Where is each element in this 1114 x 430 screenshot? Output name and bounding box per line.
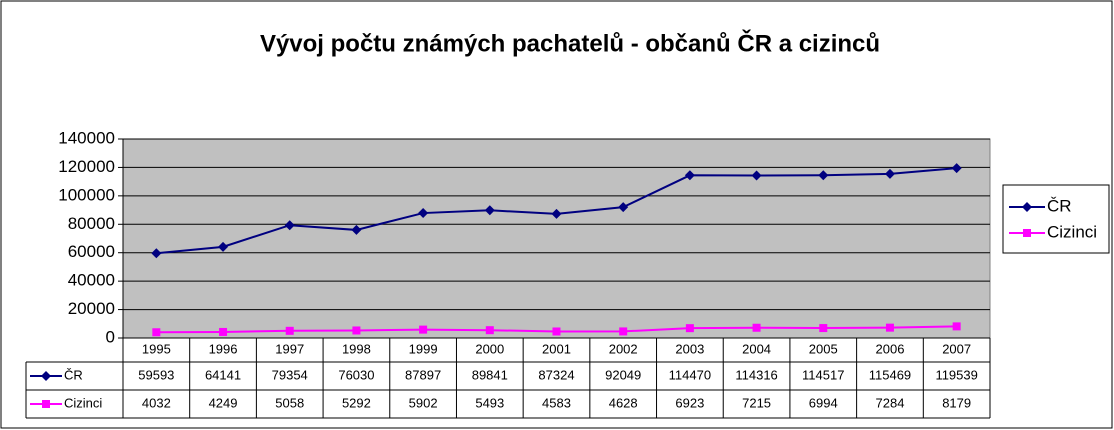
table-value: 8179 (942, 395, 971, 410)
table-value: 5058 (275, 395, 304, 410)
table-value: 79354 (272, 367, 308, 382)
data-point (285, 326, 294, 335)
x-tick-label: 2005 (809, 341, 838, 356)
table-value: 92049 (605, 367, 641, 382)
table-legend-marker (41, 371, 51, 381)
x-tick-label: 2006 (876, 341, 905, 356)
legend-marker (1023, 229, 1031, 237)
data-point (885, 323, 894, 332)
x-tick-label: 2000 (475, 341, 504, 356)
data-point (751, 170, 762, 181)
data-point (418, 208, 429, 219)
table-value: 87324 (538, 367, 574, 382)
x-tick-label: 1995 (142, 341, 171, 356)
table-value: 4628 (609, 395, 638, 410)
data-point (284, 220, 295, 231)
table-value: 6923 (675, 395, 704, 410)
legend-marker (1022, 202, 1032, 212)
x-tick-label: 1997 (275, 341, 304, 356)
data-point (818, 170, 829, 181)
data-point (551, 208, 562, 219)
data-point (952, 322, 961, 331)
data-point (685, 324, 694, 333)
data-point (352, 326, 361, 335)
data-point (752, 323, 761, 332)
table-value: 6994 (809, 395, 838, 410)
table-row-label: Cizinci (64, 395, 102, 410)
table-value: 87897 (405, 367, 441, 382)
legend-label: Cizinci (1047, 222, 1097, 241)
x-tick-label: 2002 (609, 341, 638, 356)
table-value: 4583 (542, 395, 571, 410)
data-point (151, 248, 162, 259)
table-value: 89841 (472, 367, 508, 382)
x-tick-label: 2003 (675, 341, 704, 356)
table-value: 114517 (802, 367, 844, 382)
data-point (419, 325, 428, 334)
data-point (351, 224, 362, 235)
x-tick-label: 1996 (209, 341, 238, 356)
data-point (618, 202, 629, 213)
table-value: 115469 (869, 367, 911, 382)
table-value: 7215 (742, 395, 771, 410)
x-tick-label: 1998 (342, 341, 371, 356)
table-value: 4032 (142, 395, 171, 410)
y-tick-label: 40000 (68, 271, 115, 290)
y-tick-label: 60000 (68, 242, 115, 261)
x-tick-label: 2004 (742, 341, 771, 356)
data-point (619, 327, 628, 336)
table-value: 114316 (735, 367, 777, 382)
y-tick-label: 0 (106, 327, 115, 346)
legend-label: ČR (1047, 196, 1072, 215)
legend (1002, 184, 1110, 254)
chart-title: Vývoj počtu známých pachatelů - občanů Č… (260, 29, 880, 57)
y-tick-label: 120000 (58, 157, 115, 176)
table-value: 76030 (338, 367, 374, 382)
x-tick-label: 1999 (409, 341, 438, 356)
table-value: 114470 (669, 367, 711, 382)
x-tick-label: 2001 (542, 341, 571, 356)
data-point (951, 163, 962, 174)
plot-area (122, 138, 991, 339)
y-tick-label: 140000 (58, 128, 115, 147)
y-tick-label: 80000 (68, 214, 115, 233)
table-legend-marker (42, 400, 50, 408)
x-tick-label: 2007 (942, 341, 971, 356)
y-tick-label: 20000 (68, 299, 115, 318)
data-point (218, 241, 229, 252)
table-value: 59593 (138, 367, 174, 382)
table-value: 64141 (205, 367, 241, 382)
table-value: 4249 (209, 395, 238, 410)
table-value: 119539 (935, 367, 977, 382)
table-row-label: ČR (64, 367, 83, 382)
data-point (152, 328, 161, 337)
data-point (684, 170, 695, 181)
data-point (884, 168, 895, 179)
data-point (219, 327, 228, 336)
table-value: 5292 (342, 395, 371, 410)
table-value: 5902 (409, 395, 438, 410)
data-point (485, 326, 494, 335)
data-point (484, 205, 495, 216)
y-tick-label: 100000 (58, 185, 115, 204)
table-value: 7284 (876, 395, 905, 410)
data-point (552, 327, 561, 336)
data-point (819, 324, 828, 333)
table-value: 5493 (475, 395, 504, 410)
